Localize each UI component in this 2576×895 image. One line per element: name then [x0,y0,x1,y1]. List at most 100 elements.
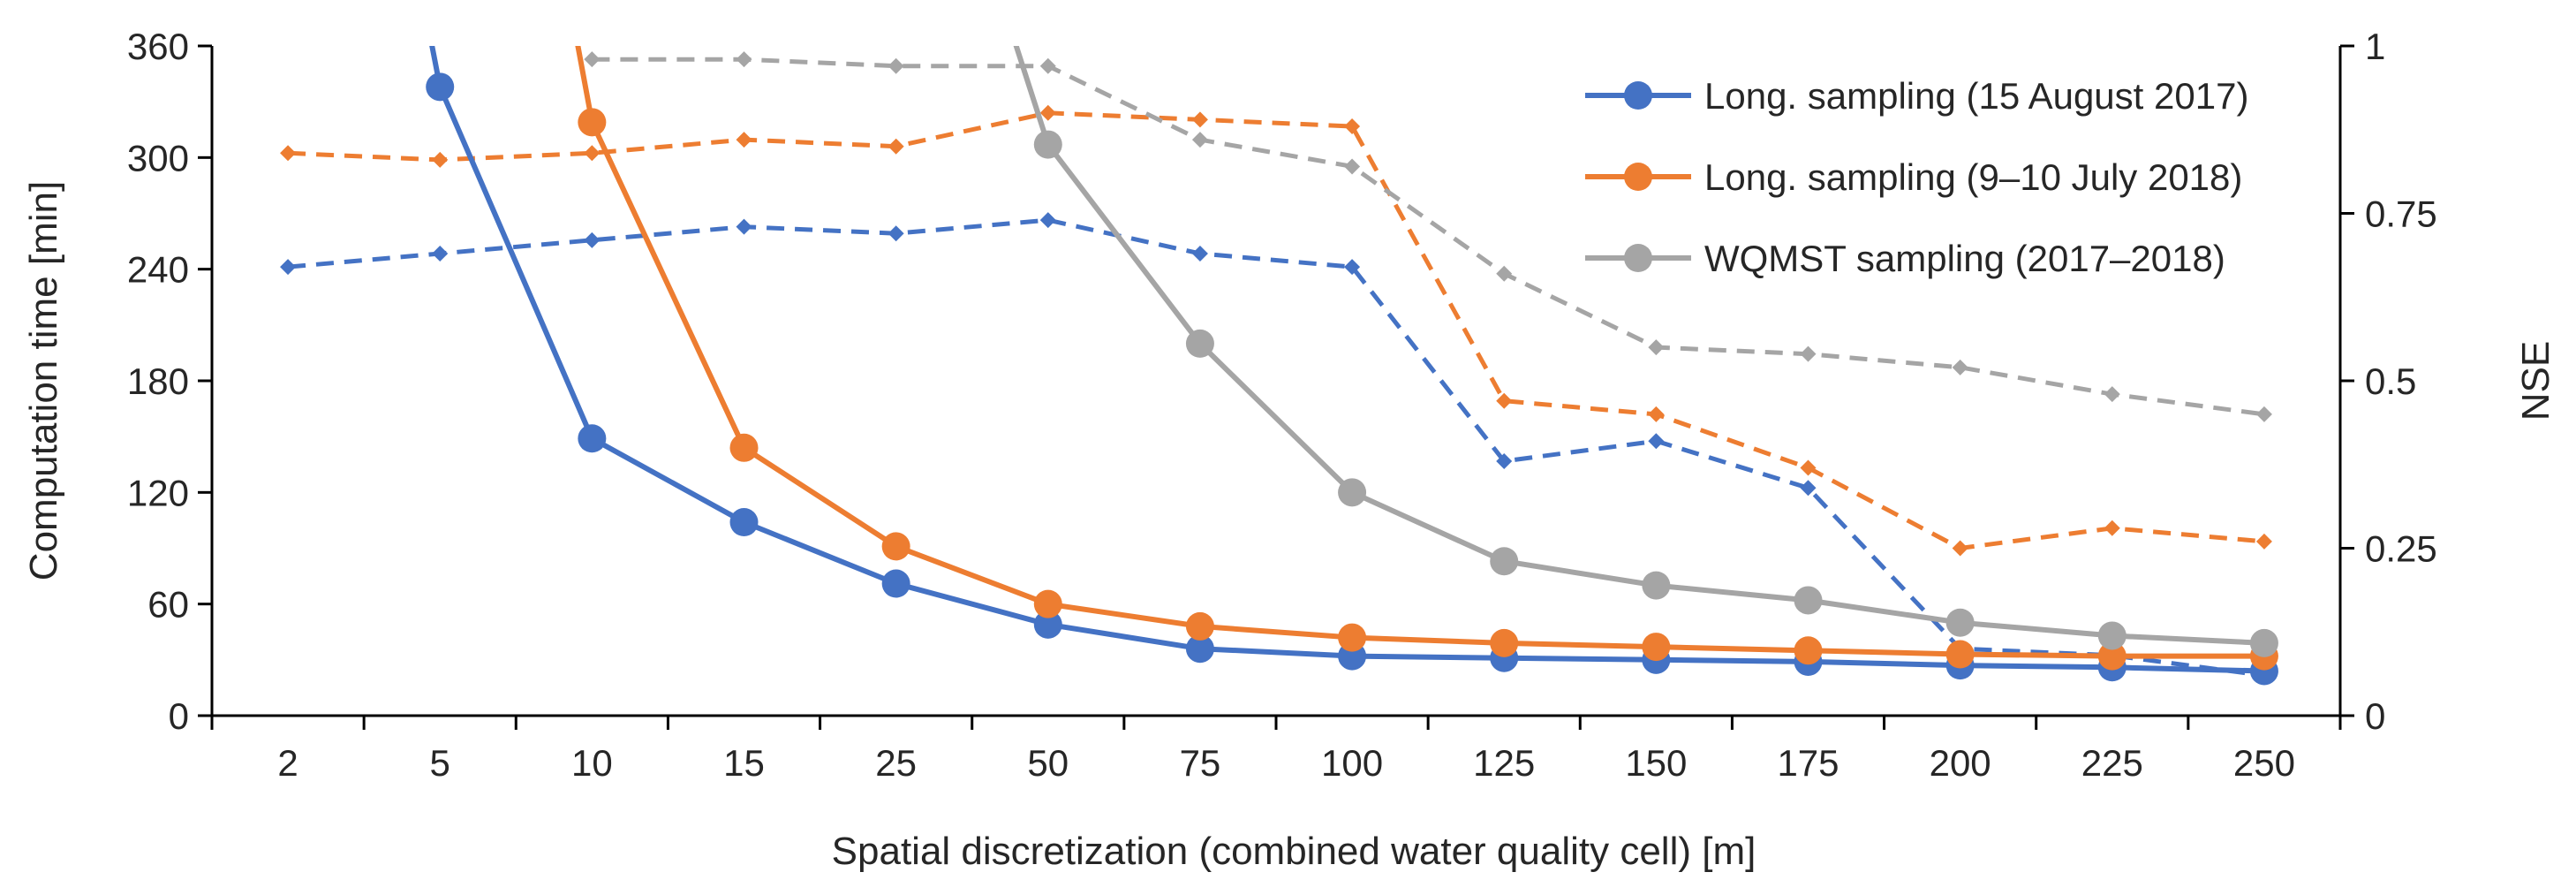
y2-axis-title: NSE [2514,341,2557,421]
series-layer [280,46,2278,686]
data-point [2255,533,2272,550]
series-wqmst-sampling-2017-2018 [1013,46,2278,657]
x-tick-label: 15 [723,742,765,784]
data-point [2097,641,2127,671]
x-tick-label: 150 [1625,742,1687,784]
data-point [1642,633,1671,662]
data-point [1344,158,1361,175]
legend-item: Long. sampling (9–10 July 2018) [1585,156,2242,198]
data-point [736,132,752,148]
data-point [1191,132,1208,148]
data-point [1800,459,1817,476]
legend-label: WQMST sampling (2017–2018) [1704,238,2225,279]
x-tick-label: 2 [277,742,298,784]
y-axis-title: Computation time [min] [22,181,65,580]
data-point [1338,623,1367,652]
data-point [432,151,449,168]
data-point [1794,636,1823,665]
data-point [729,433,759,462]
x-tick-label: 100 [1321,742,1383,784]
x-axis-title: Spatial discretization (combined water q… [832,830,1756,873]
data-point [1039,57,1056,74]
data-point [1496,452,1513,469]
data-point [1033,610,1062,639]
legend-label: Long. sampling (9–10 July 2018) [1704,156,2242,198]
data-point [1033,130,1062,159]
data-point [584,145,601,162]
data-point [280,145,297,162]
data-point [888,138,904,155]
data-point [1952,359,1968,375]
axes-layer [198,44,2354,730]
x-tick-label: 10 [571,742,613,784]
x-tick-label: 125 [1473,742,1535,784]
data-point [1185,611,1214,641]
data-point [1191,111,1208,128]
data-point [1039,212,1056,229]
series-line [287,110,2265,550]
series-line [1013,46,2265,646]
data-point [578,424,607,453]
data-point [1642,571,1671,600]
legend-swatch-marker [1624,163,1652,191]
data-point [1344,118,1361,134]
y2-tick-label: 0.25 [2365,528,2437,570]
data-point [1185,634,1214,664]
data-point [888,225,904,242]
data-point [1800,480,1817,497]
data-point [584,51,601,68]
data-point [2255,406,2272,422]
data-point [1945,640,1975,669]
legend-swatch-marker [1624,81,1652,110]
legend-item: WQMST sampling (2017–2018) [1585,238,2225,279]
data-point [1648,406,1665,422]
data-point [1490,547,1519,576]
data-point [1490,628,1519,657]
data-point [1648,339,1665,356]
data-point [1338,478,1367,507]
data-point [1033,589,1062,618]
x-tick-label: 200 [1930,742,1991,784]
data-point [1952,540,1968,557]
legend: Long. sampling (15 August 2017) Long. sam… [1585,75,2248,279]
data-point [2097,621,2127,650]
y2-tick-label: 0.75 [2365,193,2437,235]
legend-swatch-marker [1624,244,1652,272]
data-point [1496,265,1513,282]
x-tick-label: 250 [2233,742,2295,784]
series-wqmst-sampling-2017-2018-nse [584,51,2272,422]
data-point [1344,259,1361,276]
data-point [1648,433,1665,450]
x-tick-label: 75 [1180,742,1221,784]
x-tick-label: 175 [1777,742,1839,784]
y2-tick-label: 0 [2365,695,2385,737]
legend-label: Long. sampling (15 August 2017) [1704,75,2248,117]
data-point [1039,104,1056,121]
data-point [2104,386,2120,403]
y-tick-label: 0 [169,695,189,737]
y-tick-label: 120 [127,472,189,513]
data-point [584,231,601,248]
data-point [729,508,759,537]
y-tick-label: 360 [127,26,189,67]
series-line [429,46,2264,674]
data-point [1794,586,1823,615]
data-point [1185,329,1214,358]
data-point [1945,608,1975,637]
y2-tick-label: 1 [2365,26,2385,67]
data-point [1800,345,1817,362]
data-point [426,72,455,102]
data-point [2249,628,2278,657]
y2-tick-label: 0.5 [2365,360,2416,402]
data-point [280,259,297,276]
x-tick-label: 225 [2081,742,2143,784]
data-point [881,569,910,598]
data-point [1191,245,1208,262]
data-point [881,532,910,561]
y-tick-label: 300 [127,137,189,178]
data-point [1496,392,1513,409]
series-long-sampling-9-10-july-2018-nse [280,104,2272,557]
